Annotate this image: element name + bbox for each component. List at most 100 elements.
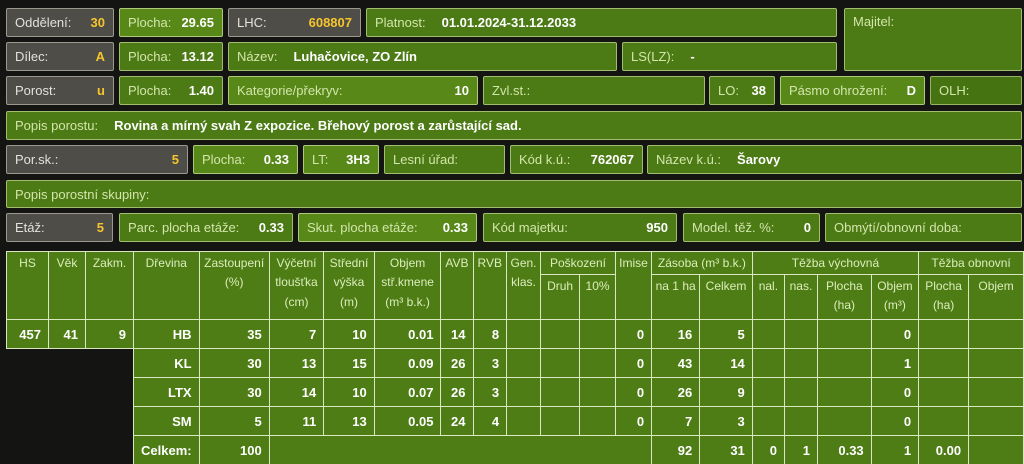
- field-dilec[interactable]: Dílec: A: [6, 42, 114, 71]
- field-model-tez[interactable]: Model. těž. %: 0: [683, 213, 820, 242]
- table-cell: 14: [699, 348, 753, 378]
- table-cell: 1: [870, 435, 920, 464]
- column-header-zakm: Zakm.: [85, 251, 134, 320]
- table-cell: 3: [472, 348, 508, 378]
- field-porsk[interactable]: Por.sk.: 5: [6, 145, 188, 174]
- column-header-vycetni-tloustka: Výčetní tloušťka (cm): [268, 251, 325, 320]
- table-cell: 4: [472, 406, 508, 436]
- table-cell: 457: [6, 319, 49, 349]
- field-plocha-porsk[interactable]: Plocha: 0.33: [193, 145, 298, 174]
- field-value: Šarovy: [737, 152, 781, 167]
- table-cell: 3: [699, 406, 753, 436]
- field-label: Model. těž. %:: [692, 220, 775, 235]
- field-plocha-dilec[interactable]: Plocha: 13.12: [119, 42, 223, 71]
- field-nazev-ku[interactable]: Název k.ú.: Šarovy: [647, 145, 1022, 174]
- table-cell: 31: [699, 435, 753, 464]
- field-label: Pásmo ohrožení:: [789, 83, 888, 98]
- field-label: Por.sk.:: [15, 152, 59, 167]
- column-group-tezba-obnovni: Těžba obnovní: [918, 251, 1024, 275]
- field-value: 0: [803, 220, 811, 235]
- table-cell: [539, 348, 581, 378]
- table-cell: 26: [651, 377, 701, 407]
- table-row: 457 41 9: [6, 319, 134, 349]
- field-label: Zvl.st.:: [492, 83, 531, 98]
- table-cell: 13: [268, 348, 325, 378]
- field-label: OLH:: [939, 83, 970, 98]
- field-lhc[interactable]: LHC: 608807: [228, 8, 361, 37]
- field-lesni-urad[interactable]: Lesní úřad:: [384, 145, 505, 174]
- field-value: -: [690, 49, 695, 64]
- field-label: Název:: [237, 49, 278, 64]
- field-lt[interactable]: LT: 3H3: [303, 145, 379, 174]
- field-majitel[interactable]: Majitel:: [844, 8, 1022, 71]
- field-label: Oddělení:: [15, 15, 72, 30]
- field-value: 10: [454, 83, 469, 98]
- field-kod-majetku[interactable]: Kód majetku: 950: [483, 213, 677, 242]
- table-cell: [506, 406, 541, 436]
- table-cell: 1: [783, 435, 819, 464]
- field-label: Kód majetku:: [492, 220, 568, 235]
- table-cell: 24: [440, 406, 474, 436]
- table-cell: 0: [751, 435, 785, 464]
- table-cell: 14: [440, 319, 474, 349]
- table-cell: 11: [268, 406, 325, 436]
- field-lslz[interactable]: LS(LZ): -: [622, 42, 837, 71]
- field-value: Rovina a mírný svah Z expozice. Břehový …: [114, 118, 522, 133]
- table-cell: 0.07: [373, 377, 442, 407]
- table-cell: [918, 406, 970, 436]
- field-label: Skut. plocha etáže:: [307, 220, 418, 235]
- field-nazev[interactable]: Název: Luhačovice, ZO Zlín: [228, 42, 617, 71]
- table-cell: 9: [699, 377, 753, 407]
- field-value: 3H3: [346, 152, 370, 167]
- field-zvlst[interactable]: Zvl.st.:: [483, 76, 705, 105]
- table-cell: KL: [133, 348, 200, 378]
- field-olh[interactable]: OLH:: [930, 76, 1022, 105]
- table-row: SM 5 11 13 0.05 24 4 0 7 3 0: [133, 406, 1024, 436]
- field-etaz[interactable]: Etáž: 5: [6, 213, 113, 242]
- field-porost[interactable]: Porost: u: [6, 76, 114, 105]
- table-cell: 0: [870, 406, 920, 436]
- table-header-row: HS Věk Zakm.: [6, 251, 134, 320]
- field-label: Popis porostu:: [15, 118, 99, 133]
- column-header-plocha-ha: Plocha (ha): [817, 274, 872, 320]
- table-cell: [539, 406, 581, 436]
- field-parc-plocha-etaze[interactable]: Parc. plocha etáže: 0.33: [119, 213, 293, 242]
- column-header-objem-m3: Objem (m³): [870, 274, 920, 320]
- field-platnost[interactable]: Platnost: 01.01.2024-31.12.2033: [366, 8, 837, 37]
- field-plocha-oddeleni[interactable]: Plocha: 29.65: [119, 8, 223, 37]
- table-cell: 10: [323, 319, 375, 349]
- table-cell: [817, 406, 872, 436]
- field-oddeleni[interactable]: Oddělení: 30: [6, 8, 114, 37]
- table-cell: [506, 319, 541, 349]
- table-cell: 0.09: [373, 348, 442, 378]
- table-cell: 92: [651, 435, 701, 464]
- column-group-poskozeni: Poškození: [539, 251, 616, 275]
- field-kategorie-prekryv[interactable]: Kategorie/překryv: 10: [228, 76, 478, 105]
- table-cell: SM: [133, 406, 200, 436]
- table-cell: 43: [651, 348, 701, 378]
- field-obmyti[interactable]: Obmýtí/obnovní doba:: [825, 213, 1022, 242]
- field-value: 950: [646, 220, 668, 235]
- column-header-druh: Druh: [539, 274, 581, 320]
- field-value: 5: [171, 152, 179, 167]
- field-value: 0.33: [263, 152, 289, 167]
- field-lo[interactable]: LO: 38: [709, 76, 775, 105]
- column-header-avb: AVB: [440, 251, 474, 320]
- field-label: Majitel:: [853, 14, 895, 29]
- hs-vek-zakm-table: HS Věk Zakm. 457 41 9: [6, 251, 134, 349]
- field-pasmo-ohrozeni[interactable]: Pásmo ohrožení: D: [780, 76, 925, 105]
- table-cell: [539, 319, 581, 349]
- table-cell: 5: [699, 319, 753, 349]
- table-cell: 9: [85, 319, 134, 349]
- field-popis-porostu[interactable]: Popis porostu: Rovina a mírný svah Z exp…: [6, 111, 1022, 140]
- table-cell: [918, 319, 970, 349]
- field-value: 0.33: [442, 220, 468, 235]
- field-kod-ku[interactable]: Kód k.ú.: 762067: [510, 145, 643, 174]
- column-header-rvb: RVB: [472, 251, 508, 320]
- field-label: Plocha:: [128, 49, 172, 64]
- field-skut-plocha-etaze[interactable]: Skut. plocha etáže: 0.33: [298, 213, 477, 242]
- table-cell: 0.05: [373, 406, 442, 436]
- field-plocha-porost[interactable]: Plocha: 1.40: [119, 76, 223, 105]
- field-popis-porostni-skupiny[interactable]: Popis porostní skupiny:: [6, 180, 1022, 208]
- table-cell: 0.01: [373, 319, 442, 349]
